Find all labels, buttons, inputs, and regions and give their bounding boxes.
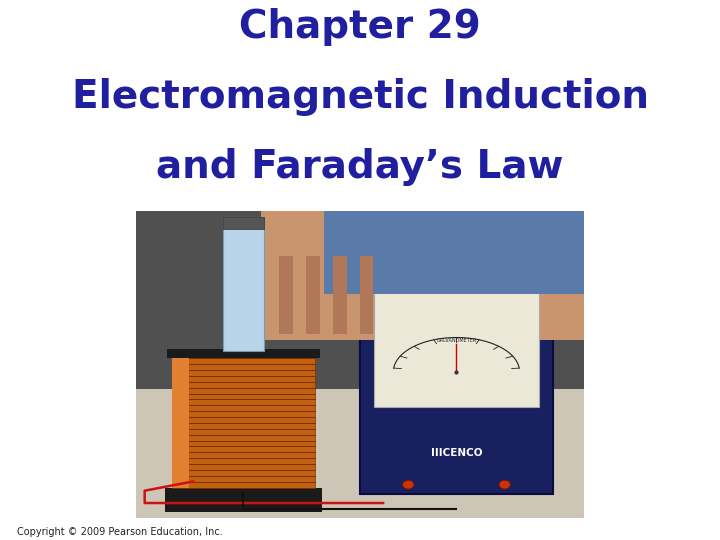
Bar [165,488,322,512]
Text: Copyright © 2009 Pearson Education, Inc.: Copyright © 2009 Pearson Education, Inc. [17,527,222,537]
Text: GALVANOMETER: GALVANOMETER [436,339,477,343]
Text: IIICENCO: IIICENCO [431,448,482,458]
Bar [223,217,264,350]
Bar [171,359,189,488]
Bar [324,211,585,294]
Bar [279,256,293,334]
Bar [171,359,315,488]
Bar [306,256,320,334]
Bar [360,256,374,334]
Text: and Faraday’s Law: and Faraday’s Law [156,148,564,186]
Bar [333,256,346,334]
Bar [167,349,320,359]
Bar [374,280,539,407]
Bar [261,211,585,340]
Bar [223,217,264,229]
Circle shape [402,481,414,489]
Text: Chapter 29: Chapter 29 [239,8,481,46]
Bar [135,211,585,518]
Text: Electromagnetic Induction: Electromagnetic Induction [71,78,649,116]
Bar [135,389,585,518]
Bar [135,211,585,389]
Circle shape [499,481,510,489]
Bar [360,266,553,494]
